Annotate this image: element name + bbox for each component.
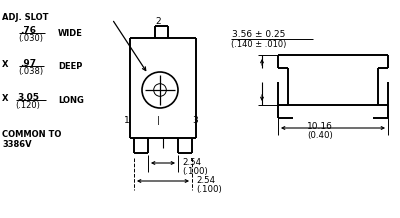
Text: (.038): (.038) (18, 67, 43, 76)
Text: |: | (156, 116, 160, 125)
Text: 3386V: 3386V (2, 140, 32, 149)
Text: (.140 ± .010): (.140 ± .010) (231, 40, 286, 49)
Text: (.100): (.100) (196, 185, 222, 194)
Text: COMMON TO: COMMON TO (2, 130, 61, 139)
Text: (0.40): (0.40) (307, 131, 333, 140)
Text: WIDE: WIDE (58, 29, 83, 38)
Text: 2: 2 (155, 17, 161, 26)
Text: X: X (2, 94, 8, 103)
Text: LONG: LONG (58, 96, 84, 105)
Text: 3.05: 3.05 (17, 93, 39, 102)
Text: (.120): (.120) (15, 101, 40, 110)
Text: 3.56 ± 0.25: 3.56 ± 0.25 (232, 30, 285, 39)
Text: ADJ. SLOT: ADJ. SLOT (2, 13, 48, 22)
Text: 10.16: 10.16 (307, 122, 333, 131)
Text: .97: .97 (20, 59, 36, 68)
Text: 3: 3 (192, 116, 198, 125)
Text: X: X (2, 60, 8, 69)
Text: (.100): (.100) (182, 167, 208, 176)
Text: 1: 1 (124, 116, 130, 125)
Text: DEEP: DEEP (58, 62, 82, 71)
Text: 2.54: 2.54 (182, 158, 201, 167)
Text: 2.54: 2.54 (196, 176, 215, 185)
Text: .76: .76 (20, 26, 36, 35)
Text: (.030): (.030) (18, 34, 43, 43)
